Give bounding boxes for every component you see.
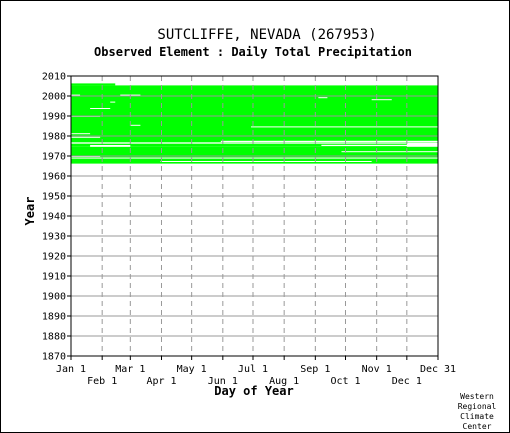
missing-data-gap (371, 99, 392, 101)
x-tick-label: Sep 1 (300, 364, 330, 375)
missing-data-gap (90, 145, 131, 147)
chart-title: SUTCLIFFE, NEVADA (267953) (157, 27, 376, 43)
x-tick-label: Jan 1 (56, 364, 86, 375)
x-tick-label: Jul 1 (238, 364, 268, 375)
missing-data-gap (110, 101, 116, 103)
missing-data-gap (71, 136, 101, 138)
missing-data-gap (71, 94, 81, 96)
observed-data-block (71, 83, 116, 86)
y-tick-label: 1870 (42, 352, 66, 363)
missing-data-gap (250, 126, 438, 128)
y-tick-label: 1900 (42, 292, 66, 303)
y-tick-label: 1880 (42, 332, 66, 343)
x-tick-label: May 1 (177, 364, 207, 375)
credit-line: Western (460, 392, 494, 401)
y-tick-label: 1960 (42, 172, 66, 183)
missing-data-gap (160, 161, 372, 162)
y-tick-label: 1990 (42, 112, 66, 123)
plot-area (71, 76, 438, 356)
observed-data-block (71, 146, 438, 158)
missing-data-gap (71, 133, 91, 135)
missing-data-gap (220, 140, 438, 142)
observed-data-block (71, 143, 407, 147)
x-tick-label: Oct 1 (330, 376, 360, 387)
y-tick-label: 1920 (42, 252, 66, 263)
y-axis-label: Year (23, 197, 37, 226)
credit-line: Center (463, 422, 492, 431)
x-tick-label: Dec 31 (420, 364, 456, 375)
x-tick-label: Apr 1 (146, 376, 176, 387)
missing-data-gap (71, 142, 438, 144)
x-tick-label: Dec 1 (392, 376, 422, 387)
missing-data-gap (318, 97, 328, 99)
y-tick-label: 1950 (42, 192, 66, 203)
y-tick-label: 1890 (42, 312, 66, 323)
x-axis-label: Day of Year (214, 384, 293, 398)
observed-data-block (71, 85, 438, 143)
y-tick-label: 1940 (42, 212, 66, 223)
x-tick-label: Nov 1 (362, 364, 392, 375)
missing-data-gap (130, 124, 141, 126)
missing-data-gap (321, 144, 438, 146)
x-tick-label: Jun 1 (208, 376, 238, 387)
x-tick-label: Aug 1 (269, 376, 299, 387)
y-tick-label: 2000 (42, 92, 66, 103)
x-tick-label: Mar 1 (115, 364, 145, 375)
missing-data-gap (71, 157, 438, 159)
y-tick-label: 1980 (42, 132, 66, 143)
credit-line: Regional (458, 402, 497, 411)
chart-subtitle: Observed Element : Daily Total Precipita… (94, 45, 412, 59)
y-tick-label: 1970 (42, 152, 66, 163)
y-tick-label: 2010 (42, 72, 66, 83)
y-tick-label: 1930 (42, 232, 66, 243)
x-tick-label: Feb 1 (87, 376, 117, 387)
missing-data-gap (90, 108, 111, 109)
credit-line: Climate (460, 412, 494, 421)
y-tick-label: 1910 (42, 272, 66, 283)
missing-data-gap (341, 151, 438, 153)
axes: 1870 1880 1890 1900 1910 1920 1930 1940 1950 1960… (42, 72, 456, 388)
